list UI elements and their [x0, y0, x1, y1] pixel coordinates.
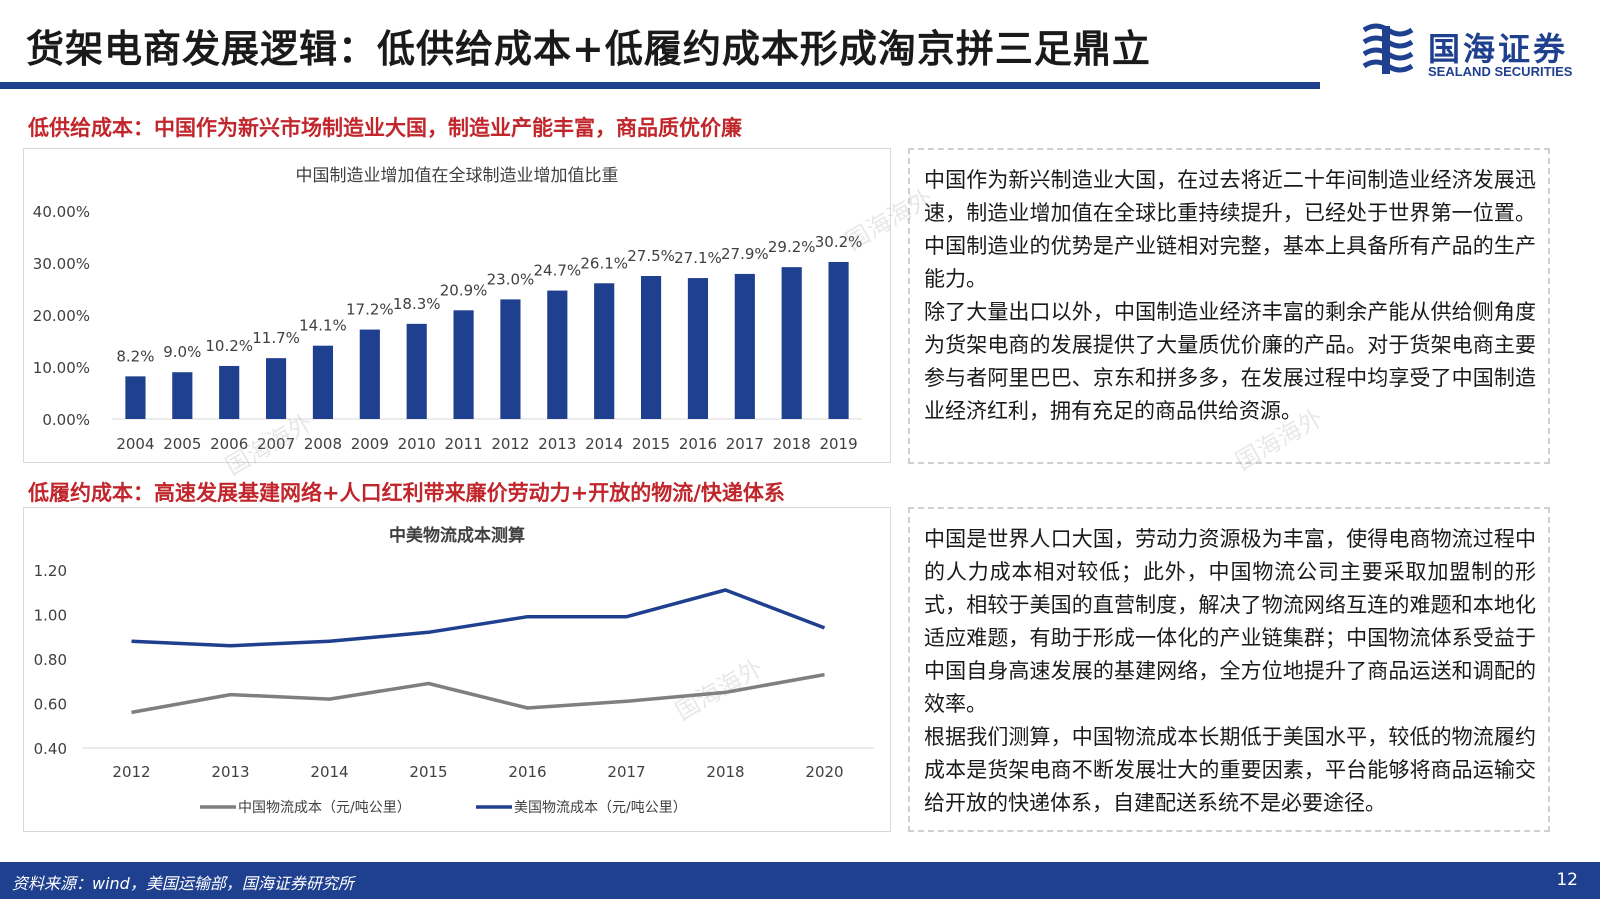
- data-label: 11.7%: [252, 329, 300, 347]
- logo-name-en: SEALAND SECURITIES: [1428, 64, 1573, 79]
- x-tick-label: 2016: [679, 435, 717, 453]
- x-tick-label: 2009: [351, 435, 389, 453]
- x-tick-label: 2016: [508, 763, 546, 781]
- x-tick-label: 2014: [585, 435, 623, 453]
- x-tick-label: 2019: [819, 435, 857, 453]
- title-rule: [0, 82, 1320, 89]
- y-tick-label: 0.40: [34, 740, 67, 758]
- bar: [640, 276, 662, 419]
- bar-chart-manufacturing-share: 中国制造业增加值在全球制造业增加值比重 0.00% 10.00% 20.00% 30.…: [23, 148, 891, 463]
- data-label: 27.1%: [674, 249, 722, 267]
- line-chart-logistics-cost: 中美物流成本测算 0.40 0.60 0.80 1.00 1.20 2012 2013 201…: [23, 507, 891, 832]
- y-tick-label: 0.60: [34, 696, 67, 714]
- x-tick-label: 2013: [538, 435, 576, 453]
- text-box-fulfillment: 中国是世界人口大国，劳动力资源极为丰富，使得电商物流过程中的人力成本相对较低；此…: [908, 507, 1550, 832]
- title-bar: 货架电商发展逻辑：低供给成本+低履约成本形成淘京拼三足鼎立 国海证券 SEALA…: [0, 0, 1600, 92]
- bar: [172, 372, 193, 419]
- y-tick-label: 20.00%: [33, 307, 90, 325]
- data-label: 27.5%: [627, 247, 675, 265]
- bar: [453, 310, 474, 419]
- source-note: 资料来源：wind，美国运输部，国海证券研究所: [12, 874, 354, 893]
- data-label: 30.2%: [815, 233, 863, 251]
- bar: [406, 323, 427, 419]
- x-tick-label: 2008: [304, 435, 342, 453]
- x-tick-label: 2018: [773, 435, 811, 453]
- data-label: 8.2%: [116, 347, 154, 365]
- data-label: 29.2%: [768, 238, 816, 256]
- paragraph: 除了大量出口以外，中国制造业经济丰富的剩余产能从供给侧角度为货架电商的发展提供了…: [924, 300, 1536, 423]
- data-label: 23.0%: [487, 270, 535, 288]
- page-title: 货架电商发展逻辑：低供给成本+低履约成本形成淘京拼三足鼎立: [26, 27, 1151, 71]
- bar: [359, 329, 380, 419]
- x-tick-label: 2007: [257, 435, 295, 453]
- bar-chart-title: 中国制造业增加值在全球制造业增加值比重: [296, 166, 619, 186]
- x-tick-label: 2014: [310, 763, 348, 781]
- x-tick-label: 2005: [163, 435, 201, 453]
- y-tick-label: 0.00%: [42, 411, 90, 429]
- line-chart-title: 中美物流成本测算: [389, 525, 525, 546]
- x-tick-label: 2017: [726, 435, 764, 453]
- x-tick-label: 2018: [706, 763, 744, 781]
- bar: [219, 365, 240, 419]
- x-tick-label: 2017: [607, 763, 645, 781]
- bar: [781, 267, 802, 419]
- data-label: 10.2%: [205, 337, 253, 355]
- x-tick-label: 2010: [398, 435, 436, 453]
- data-label: 20.9%: [440, 281, 488, 299]
- y-tick-label: 30.00%: [33, 255, 90, 273]
- x-tick-label: 2006: [210, 435, 248, 453]
- data-label: 27.9%: [721, 245, 769, 263]
- legend-label: 美国物流成本（元/吨公里）: [514, 800, 687, 816]
- data-label: 26.1%: [580, 254, 628, 272]
- bar: [312, 345, 334, 419]
- series-line-china: [131, 672, 825, 715]
- data-label: 17.2%: [346, 301, 394, 319]
- bar: [547, 290, 568, 419]
- data-label: 14.1%: [299, 317, 347, 335]
- y-tick-label: 1.00: [34, 607, 67, 625]
- sealand-logo-icon: [1362, 23, 1414, 74]
- y-tick-label: 1.20: [34, 562, 67, 580]
- legend-label: 中国物流成本（元/吨公里）: [238, 800, 411, 816]
- x-tick-label: 2012: [112, 763, 150, 781]
- y-tick-label: 0.80: [34, 651, 67, 669]
- x-tick-label: 2012: [491, 435, 529, 453]
- y-tick-label: 10.00%: [33, 359, 90, 377]
- bar-chart-svg: 中国制造业增加值在全球制造业增加值比重 0.00% 10.00% 20.00% 30.…: [33, 166, 863, 453]
- x-tick-label: 2015: [632, 435, 670, 453]
- logo-name-cn: 国海证券: [1428, 30, 1569, 68]
- x-tick-label: 2013: [211, 763, 249, 781]
- bar: [687, 278, 709, 419]
- series-line-usa: [131, 588, 826, 648]
- x-tick-label: 2015: [409, 763, 447, 781]
- paragraph: 中国是世界人口大国，劳动力资源极为丰富，使得电商物流过程中的人力成本相对较低；此…: [924, 527, 1536, 716]
- bar: [828, 261, 849, 419]
- section-heading-supply: 低供给成本：中国作为新兴市场制造业大国，制造业产能丰富，商品质优价廉: [28, 116, 742, 140]
- data-label: 18.3%: [393, 295, 441, 313]
- footer-bar: 资料来源：wind，美国运输部，国海证券研究所 12: [0, 862, 1600, 899]
- bar: [734, 273, 755, 419]
- x-tick-label: 2020: [805, 763, 843, 781]
- company-logo: 国海证券 SEALAND SECURITIES: [1362, 22, 1592, 82]
- bar: [500, 299, 521, 419]
- page-number: 12: [1556, 870, 1578, 890]
- line-chart-svg: 中美物流成本测算 0.40 0.60 0.80 1.00 1.20 2012 2013 201…: [34, 525, 874, 816]
- section-heading-fulfillment: 低履约成本：高速发展基建网络+人口红利带来廉价劳动力+开放的物流/快递体系: [28, 481, 785, 505]
- x-tick-label: 2004: [116, 435, 154, 453]
- bar: [265, 358, 287, 419]
- bar: [125, 376, 146, 419]
- text-box-supply: 中国作为新兴制造业大国，在过去将近二十年间制造业经济发展迅速，制造业增加值在全球…: [908, 148, 1550, 464]
- x-tick-label: 2011: [444, 435, 482, 453]
- data-label: 9.0%: [163, 343, 201, 361]
- y-tick-label: 40.00%: [33, 203, 90, 221]
- paragraph: 中国作为新兴制造业大国，在过去将近二十年间制造业经济发展迅速，制造业增加值在全球…: [924, 168, 1536, 291]
- bar: [594, 283, 615, 419]
- paragraph: 根据我们测算，中国物流成本长期低于美国水平，较低的物流履约成本是货架电商不断发展…: [924, 725, 1536, 815]
- data-label: 24.7%: [533, 262, 581, 280]
